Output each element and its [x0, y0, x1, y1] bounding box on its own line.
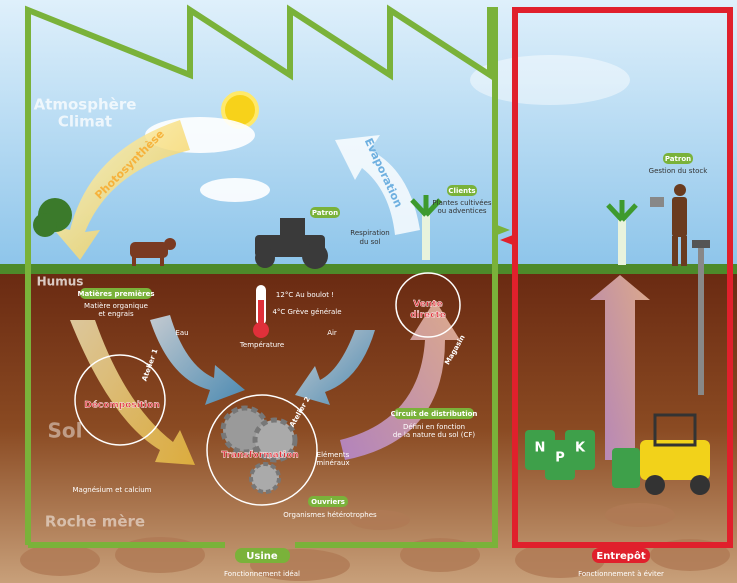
soil-respiration: Respiration [350, 229, 389, 237]
warehouse-boss-label: Patron [665, 155, 691, 163]
temp-hot: 12°C Au boulot ! [276, 291, 334, 299]
raw-materials-text: Matière organique [84, 302, 148, 310]
raw-materials-label: Matières premières [77, 290, 154, 298]
distribution-text: de la nature du sol (CF) [393, 431, 475, 439]
humus: Humus [37, 275, 84, 289]
direct-sale: Vente [413, 300, 442, 310]
distribution-text: Défini en fonction [403, 423, 465, 431]
diagram: Atmosphère Climat Photosynthèse Evaporat… [0, 0, 737, 583]
boss-label: Patron [312, 209, 338, 217]
factory-label: Usine [246, 551, 278, 562]
raw-materials-text: et engrais [98, 310, 134, 318]
direct-sale: directe [410, 311, 446, 321]
distribution-label: Circuit de distribution [391, 410, 478, 418]
npk: K [575, 441, 586, 456]
warehouse-text: Fonctionnement à éviter [578, 570, 664, 578]
water: Eau [175, 329, 188, 337]
air: Air [327, 329, 337, 337]
workers-text: Organismes hétérotrophes [283, 511, 377, 519]
temp-cold: 4°C Grève générale [272, 308, 341, 316]
atmosphere: Atmosphère [34, 96, 137, 114]
soil-respiration: du sol [360, 238, 381, 246]
npk: P [555, 451, 565, 466]
npk: N [535, 441, 546, 456]
warehouse-label: Entrepôt [596, 550, 645, 562]
minerals: minéraux [316, 459, 349, 467]
workshop-1-name: Décomposition [84, 400, 160, 411]
atmosphere: Climat [58, 113, 112, 131]
clients-label: Clients [448, 187, 475, 195]
minerals: Eléments [317, 451, 350, 459]
clients-text: Plantes cultivées [432, 199, 491, 207]
workshop-2-name: Transformation [221, 451, 298, 461]
magnesium: Magnésium et calcium [73, 486, 152, 494]
factory-text: Fonctionnement idéal [224, 570, 300, 578]
soil-label: Sol [48, 419, 83, 443]
temperature: Température [239, 341, 284, 349]
clients-text: ou adventices [437, 207, 486, 215]
bedrock: Roche mère [45, 513, 145, 531]
grass [0, 264, 737, 274]
stock: Gestion du stock [649, 167, 709, 175]
workers-label: Ouvriers [311, 498, 345, 506]
